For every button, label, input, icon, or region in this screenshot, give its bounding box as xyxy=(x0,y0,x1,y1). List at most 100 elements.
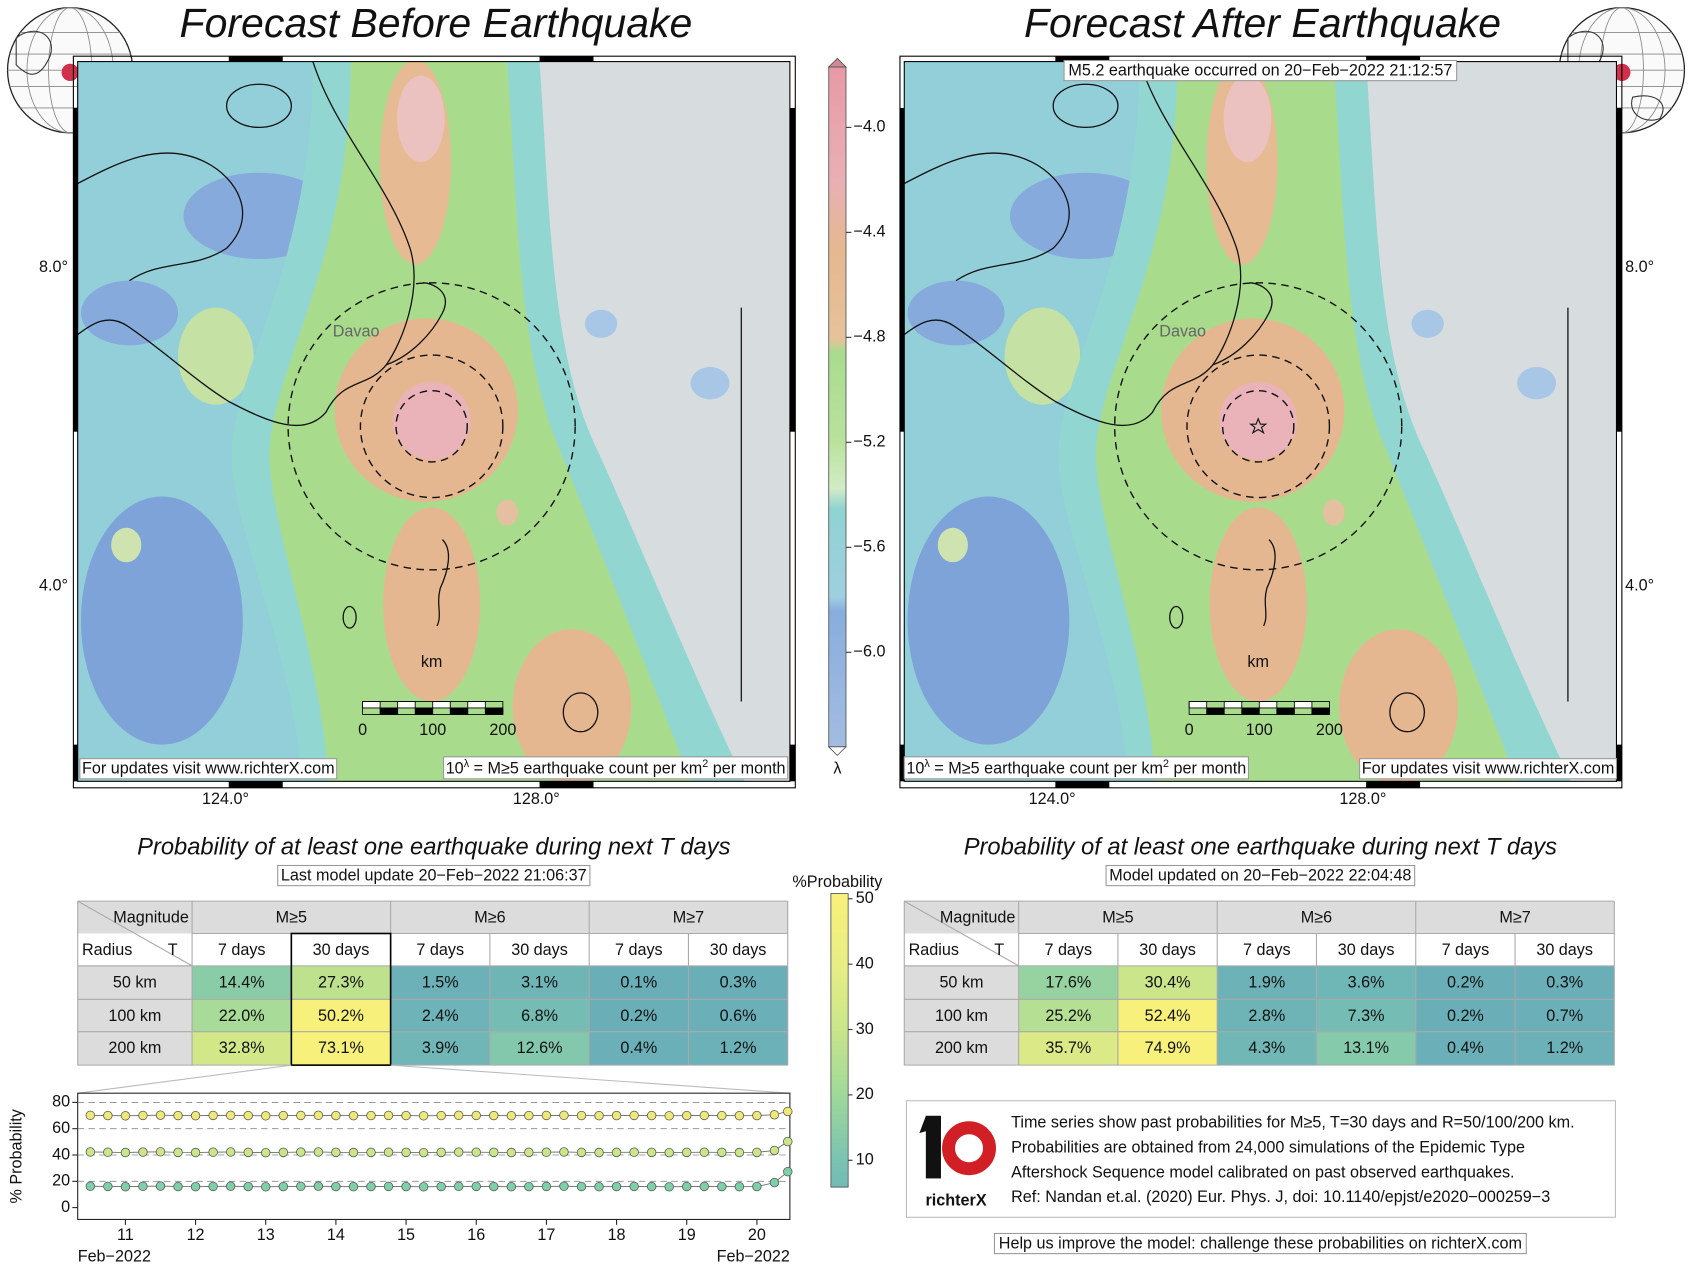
colorbar-segment xyxy=(830,1030,849,1036)
probability-cell xyxy=(589,999,689,1032)
data-point xyxy=(278,1110,288,1121)
logo-zero xyxy=(942,1121,996,1176)
scale-segment xyxy=(1223,701,1243,709)
scale-segment xyxy=(414,707,434,715)
probability-value: 52.4% xyxy=(1145,1007,1191,1025)
colorbar-end xyxy=(827,57,848,68)
scale-segment xyxy=(432,701,451,709)
data-point xyxy=(559,1147,569,1157)
island xyxy=(225,83,292,129)
data-point xyxy=(348,1147,359,1158)
probability-cell xyxy=(1217,1031,1317,1066)
url-note: For updates visit www.richterX.com xyxy=(1362,760,1615,778)
scale-label: 200 xyxy=(489,721,516,739)
data-point xyxy=(173,1147,183,1158)
header-cell: Magnitude xyxy=(113,909,189,927)
table-header xyxy=(904,901,1615,934)
plot-area xyxy=(77,1092,791,1220)
data-point xyxy=(366,1147,376,1158)
colorbar-segment xyxy=(830,918,849,924)
data-point xyxy=(506,1110,517,1121)
island xyxy=(1389,692,1426,733)
colorbar-tick-label: 40 xyxy=(856,954,874,972)
low-zone xyxy=(690,366,730,400)
data-point xyxy=(348,1182,359,1192)
colorbar-tick-label: −4.0 xyxy=(854,118,886,136)
data-point xyxy=(576,1181,587,1192)
label-box xyxy=(1359,758,1618,780)
peak-zone xyxy=(1223,75,1272,162)
probability-cell xyxy=(390,1031,490,1066)
frame-tick xyxy=(1055,56,1110,62)
map-title: Forecast Before Earthquake xyxy=(180,0,693,46)
data-point xyxy=(243,1110,253,1121)
colorbar-segment xyxy=(830,1069,849,1076)
colorbar xyxy=(828,66,847,748)
data-point xyxy=(576,1110,587,1121)
data-point xyxy=(173,1181,183,1192)
lat-label: 4.0° xyxy=(39,576,68,594)
data-point xyxy=(594,1182,604,1192)
coastline xyxy=(386,282,446,366)
colorbar-segment xyxy=(830,1147,849,1154)
colorbar-segment xyxy=(830,1152,849,1159)
probability-cell xyxy=(390,965,490,1000)
table-title: Probability of at least one earthquake d… xyxy=(137,835,730,861)
probability-cell xyxy=(1117,1031,1218,1066)
high-zone xyxy=(496,499,518,526)
frame-tick xyxy=(228,781,283,788)
probability-cell xyxy=(1415,1031,1516,1066)
data-point xyxy=(646,1147,657,1158)
data-point xyxy=(418,1111,429,1121)
data-point xyxy=(611,1110,622,1121)
x-tick-label: 12 xyxy=(187,1226,205,1244)
colorbar-segment xyxy=(830,1074,849,1080)
subheader-cell: T xyxy=(168,941,178,959)
lon-label: 128.0° xyxy=(513,790,560,808)
map-content: Davao km 0 100 200 xyxy=(77,61,790,782)
table-title: Probability of at least one earthquake d… xyxy=(964,835,1557,861)
colorbar-tick-label: 30 xyxy=(856,1020,874,1038)
data-point xyxy=(769,1145,780,1156)
subheader-cell: 7 days xyxy=(1243,941,1291,959)
lat-label: 8.0° xyxy=(39,258,68,276)
data-point xyxy=(261,1182,271,1192)
colorbar-segment xyxy=(830,1123,849,1129)
lat-label: 4.0° xyxy=(1625,576,1654,594)
probability-cell xyxy=(291,965,391,1000)
subheader-cell: 30 days xyxy=(1536,941,1593,959)
colorbar-segment xyxy=(830,893,849,899)
probability-value: 7.3% xyxy=(1348,1007,1385,1025)
label-box xyxy=(1063,59,1458,82)
data-point xyxy=(173,1110,183,1121)
high-zone xyxy=(1322,499,1345,526)
data-point xyxy=(629,1181,639,1192)
colorbar-segment xyxy=(830,1045,849,1051)
subheader-cell: 7 days xyxy=(218,941,266,959)
colorbar-segment xyxy=(830,1035,849,1041)
superscript: λ xyxy=(464,758,470,770)
data-point xyxy=(225,1110,236,1120)
data-point xyxy=(629,1110,639,1121)
scale-segment xyxy=(362,701,504,715)
data-point xyxy=(313,1147,324,1157)
data-point xyxy=(366,1110,376,1121)
scale-segment xyxy=(1258,701,1278,709)
corner-diagonal xyxy=(904,900,1019,967)
island xyxy=(1052,83,1119,129)
data-point xyxy=(611,1181,622,1192)
probability-cell xyxy=(688,1031,788,1066)
data-point xyxy=(734,1147,745,1158)
radius-circle xyxy=(287,282,576,571)
probability-cell xyxy=(1316,965,1416,1000)
data-point xyxy=(208,1110,218,1121)
data-point xyxy=(541,1110,552,1121)
label-box xyxy=(442,756,789,780)
x-tick-label: 18 xyxy=(608,1226,626,1244)
table-subtitle: Model updated on 20−Feb−2022 22:04:48 xyxy=(1109,867,1411,885)
subheader-cell: 7 days xyxy=(615,941,663,959)
subheader-cell: 30 days xyxy=(511,941,568,959)
city-label: Davao xyxy=(1159,323,1206,341)
info-line: Probabilities are obtained from 24,000 s… xyxy=(1011,1139,1525,1157)
colorbar-segment xyxy=(830,991,849,997)
